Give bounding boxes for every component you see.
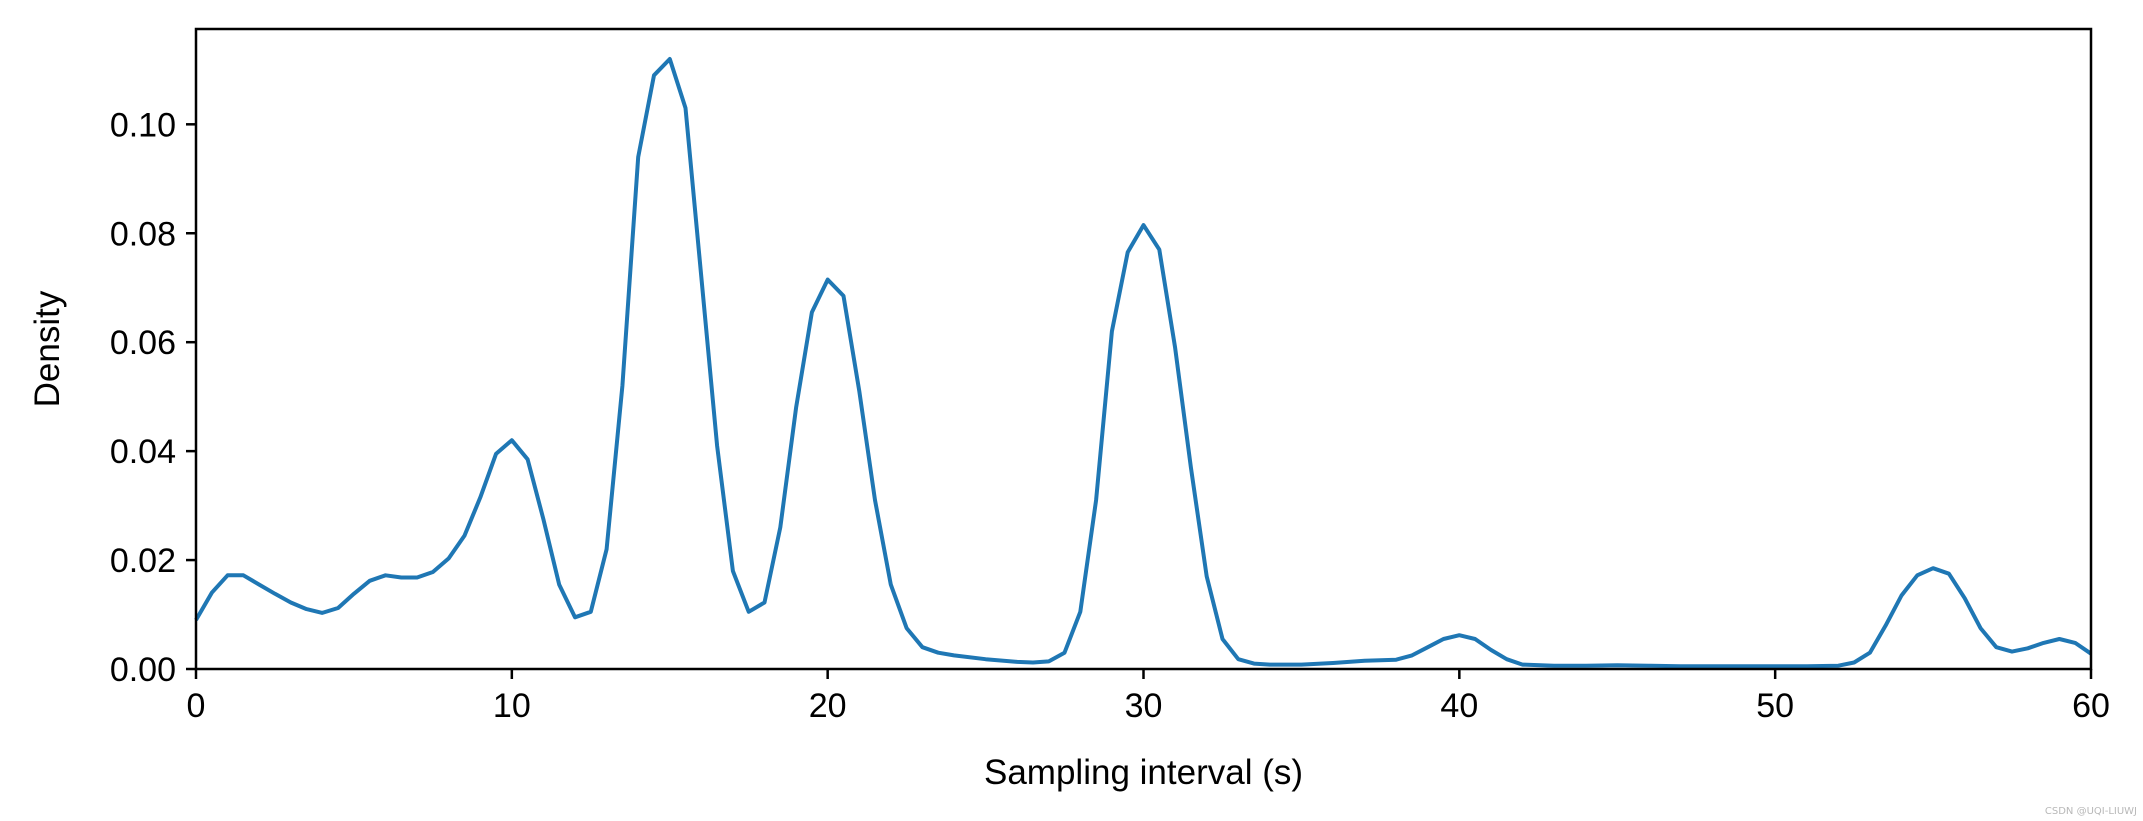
- x-tick-label: 40: [1440, 687, 1478, 725]
- y-tick-label: 0.10: [110, 106, 176, 144]
- y-axis: 0.00 0.02 0.04 0.06 0.08 0.10: [110, 106, 196, 689]
- y-axis-label: Density: [28, 290, 67, 407]
- x-tick-label: 20: [809, 687, 847, 725]
- x-tick-label: 60: [2072, 687, 2110, 725]
- y-tick-label: 0.06: [110, 324, 176, 362]
- x-axis-label: Sampling interval (s): [984, 753, 1303, 792]
- plot-area: [194, 57, 2093, 669]
- x-tick-label: 0: [187, 687, 206, 725]
- y-tick-label: 0.02: [110, 542, 176, 580]
- x-tick-label: 30: [1125, 687, 1163, 725]
- x-axis: 0 10 20 30 40 50 60: [187, 669, 2110, 725]
- density-line-series-0: [194, 57, 2093, 669]
- y-tick-label: 0.00: [110, 651, 176, 689]
- y-tick-label: 0.08: [110, 215, 176, 253]
- y-tick-label: 0.04: [110, 433, 176, 471]
- x-tick-label: 50: [1756, 687, 1794, 725]
- plot-frame: [194, 27, 2093, 671]
- watermark: CSDN @UQI-LIUWJ: [2044, 806, 2137, 817]
- x-tick-label: 10: [493, 687, 531, 725]
